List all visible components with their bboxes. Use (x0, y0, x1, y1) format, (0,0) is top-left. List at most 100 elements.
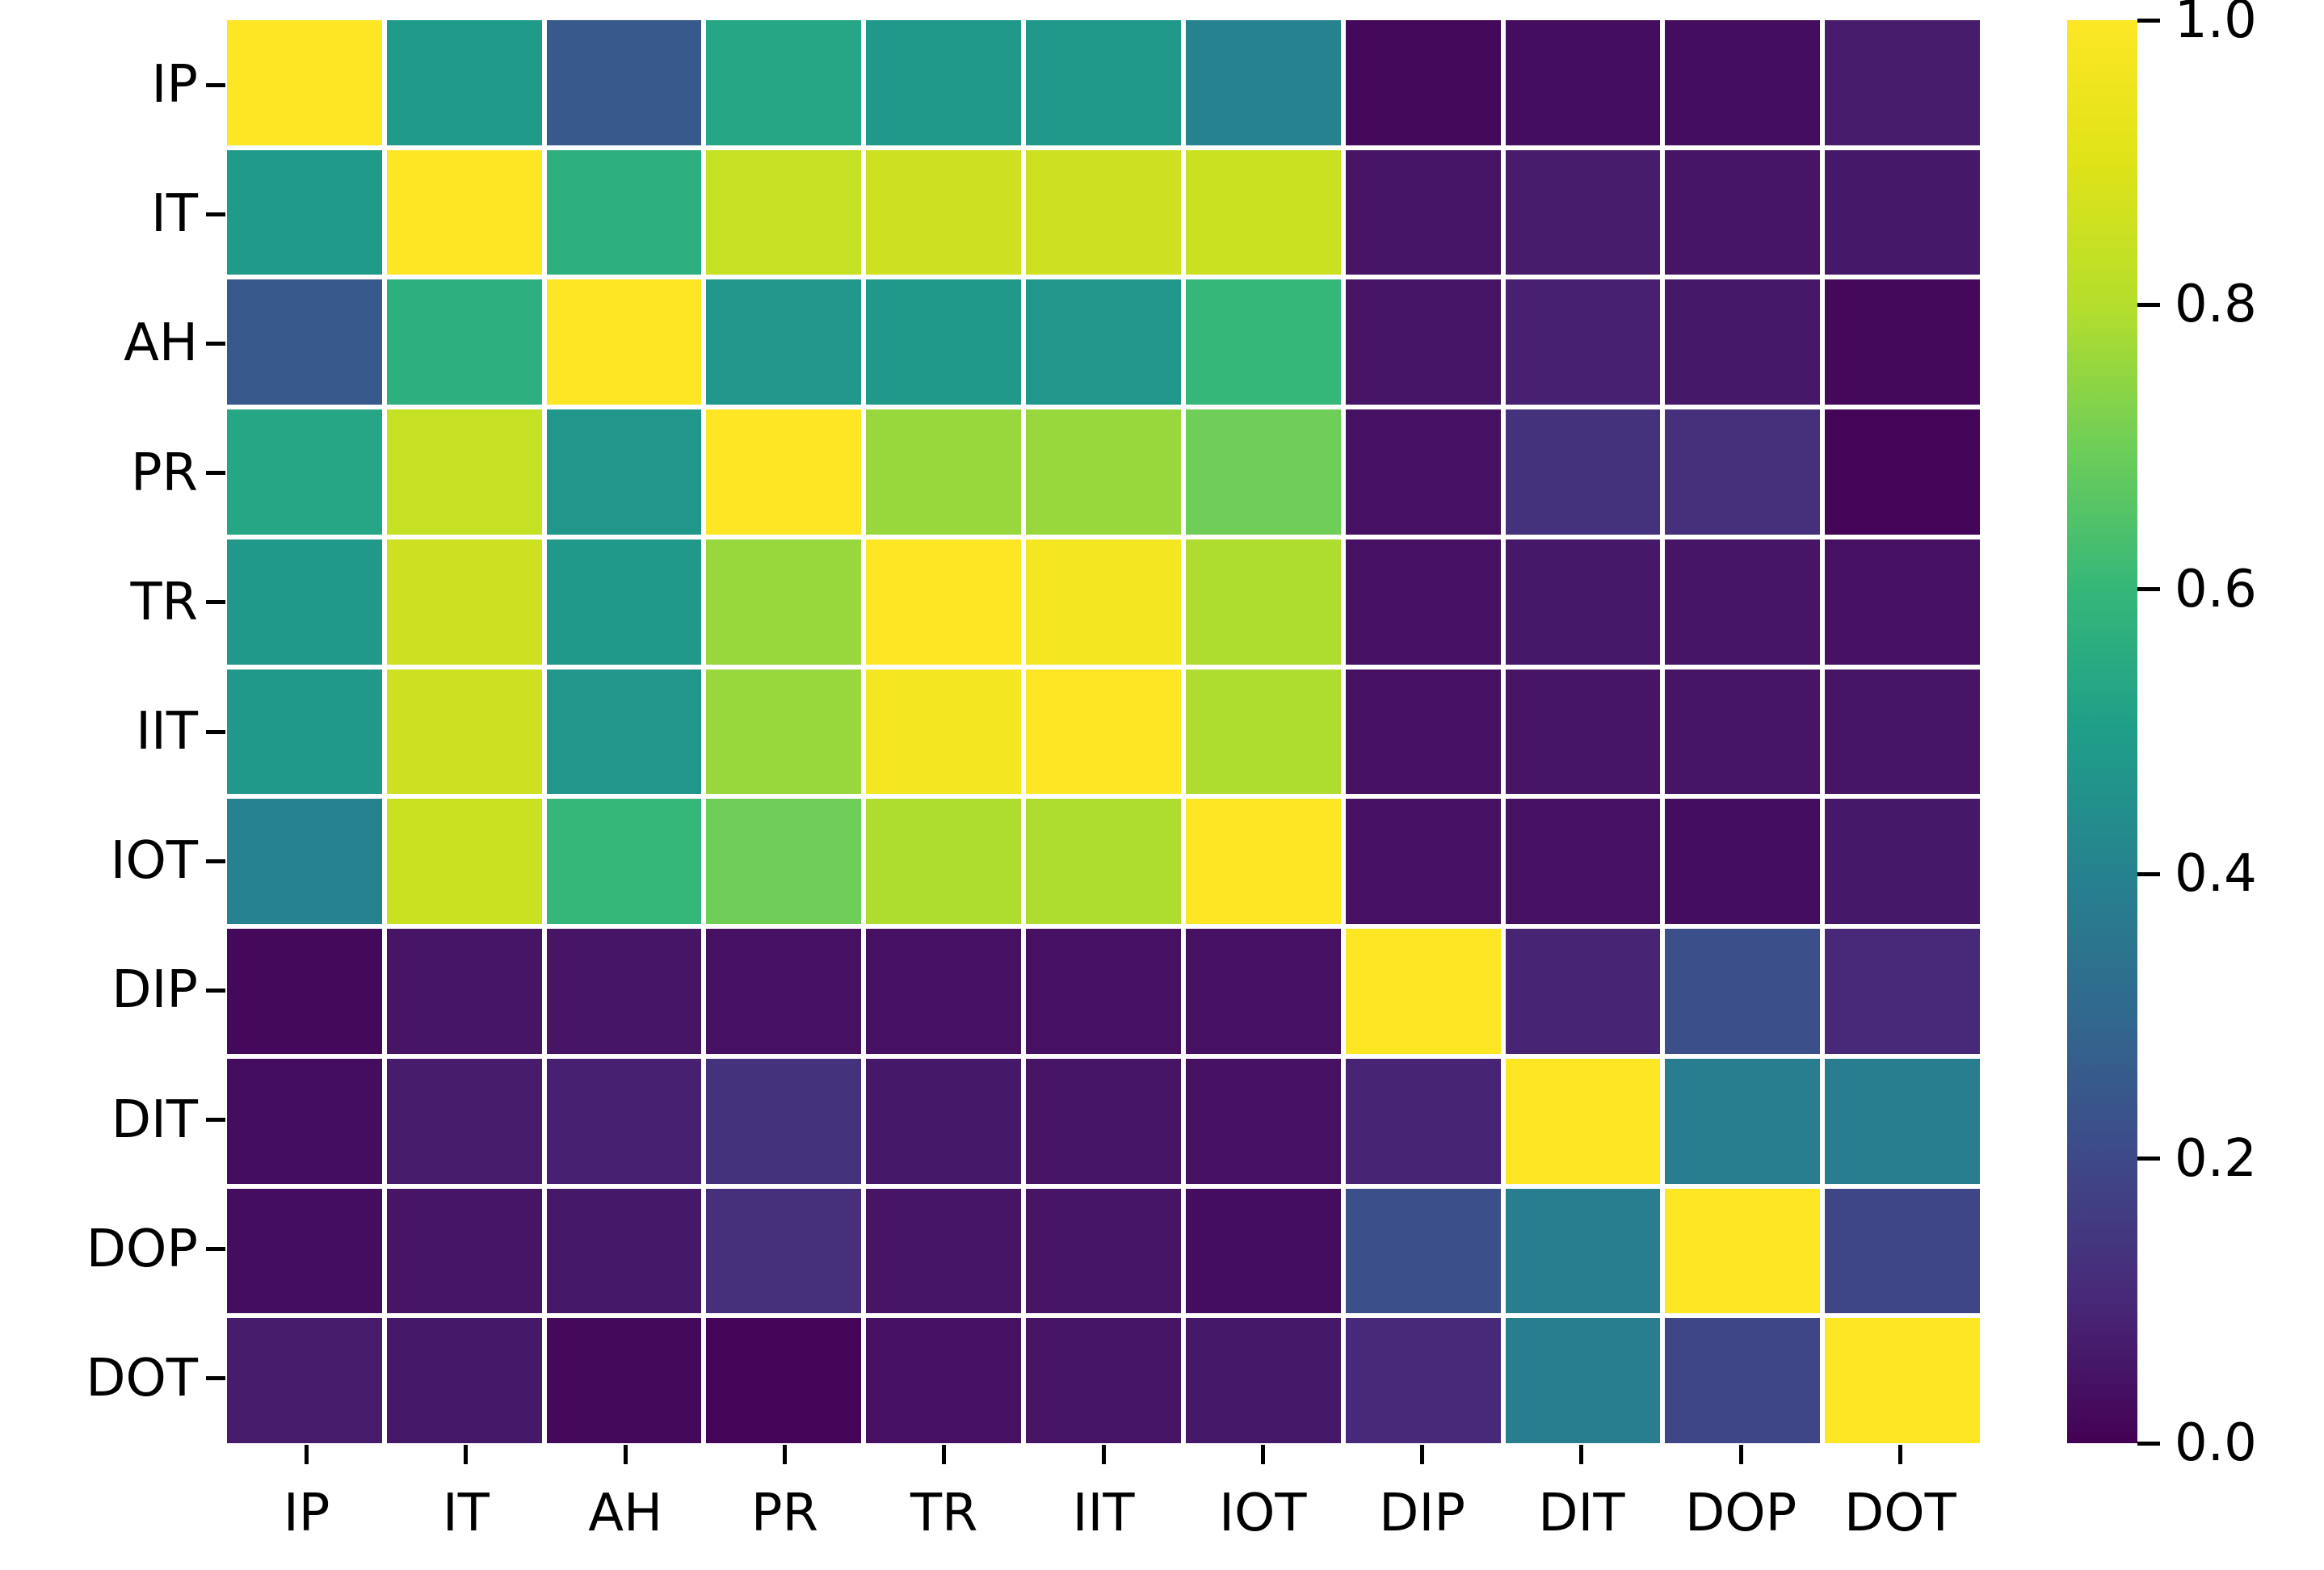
heatmap-cell-IT-DIP (1345, 149, 1501, 275)
heatmap-cell-IIT-DOP (1665, 669, 1821, 795)
y-tick-label-AH: AH (124, 313, 198, 374)
heatmap-cell-PR-TR (866, 409, 1022, 535)
colorbar-tick-label-0.8: 0.8 (2175, 275, 2257, 335)
heatmap-cell-DOT-PR (706, 1318, 862, 1443)
heatmap-cell-DIT-DIT (1505, 1058, 1661, 1184)
x-tick-label-IT: IT (442, 1484, 490, 1543)
heatmap-cell-AH-PR (706, 279, 862, 405)
heatmap-cell-DOT-DOT (1825, 1318, 1980, 1443)
x-tick-label-IOT: IOT (1219, 1484, 1307, 1543)
heatmap-cell-IIT-DIT (1505, 669, 1661, 795)
heatmap-cell-IOT-TR (866, 799, 1022, 925)
heatmap-cell-AH-IP (227, 279, 382, 405)
heatmap-cell-PR-PR (706, 409, 862, 535)
colorbar-tick-label-0.0: 0.0 (2175, 1413, 2257, 1473)
heatmap-cell-AH-IIT (1026, 279, 1181, 405)
colorbar-tick-mark-1.0 (2137, 18, 2160, 23)
heatmap-cell-IP-IIT (1026, 20, 1181, 145)
heatmap-cell-IIT-PR (706, 669, 862, 795)
x-tick-mark-IIT (1101, 1445, 1106, 1464)
heatmap-cell-DIT-IIT (1026, 1058, 1181, 1184)
heatmap-cell-DIT-DOT (1825, 1058, 1980, 1184)
heatmap-cell-DOT-IOT (1185, 1318, 1341, 1443)
heatmap-cell-DIT-PR (706, 1058, 862, 1184)
heatmap-cell-PR-DOT (1825, 409, 1980, 535)
colorbar-tick-mark-0.2 (2137, 1157, 2160, 1161)
heatmap-cell-IIT-DOT (1825, 669, 1980, 795)
colorbar-tick-label-0.4: 0.4 (2175, 844, 2257, 905)
x-tick-mark-DIT (1579, 1445, 1584, 1464)
y-tick-mark-DOT (206, 1376, 225, 1381)
heatmap-cell-IT-AH (546, 149, 702, 275)
x-tick-label-DOT: DOT (1843, 1484, 1956, 1543)
heatmap-cell-PR-AH (546, 409, 702, 535)
heatmap-cell-AH-AH (546, 279, 702, 405)
heatmap-cell-IP-DIT (1505, 20, 1661, 145)
heatmap-cell-DIT-TR (866, 1058, 1022, 1184)
heatmap-cell-DIT-DOP (1665, 1058, 1821, 1184)
heatmap-cell-DOP-DIP (1345, 1188, 1501, 1314)
heatmap-cell-DIP-DIP (1345, 929, 1501, 1054)
heatmap-cell-DOT-IIT (1026, 1318, 1181, 1443)
heatmap-cell-DIT-IP (227, 1058, 382, 1184)
x-tick-mark-DOT (1897, 1445, 1902, 1464)
heatmap-cell-IP-IT (386, 20, 542, 145)
x-tick-label-PR: PR (750, 1484, 818, 1543)
heatmap-cell-IP-AH (546, 20, 702, 145)
colorbar-tick-mark-0.8 (2137, 302, 2160, 307)
heatmap-cell-TR-IT (386, 539, 542, 665)
colorbar-tick-mark-0.4 (2137, 871, 2160, 876)
heatmap-cell-TR-IOT (1185, 539, 1341, 665)
x-tick-label-DIP: DIP (1379, 1484, 1465, 1543)
heatmap-cell-AH-DIP (1345, 279, 1501, 405)
heatmap-cell-TR-DIT (1505, 539, 1661, 665)
x-tick-mark-IT (464, 1445, 469, 1464)
heatmap-cell-TR-DOT (1825, 539, 1980, 665)
heatmap-cell-IOT-IOT (1185, 799, 1341, 925)
y-tick-mark-IP (206, 82, 225, 87)
heatmap-cell-AH-DIT (1505, 279, 1661, 405)
x-tick-label-TR: TR (910, 1484, 978, 1543)
heatmap-cell-TR-IIT (1026, 539, 1181, 665)
heatmap-cell-TR-IP (227, 539, 382, 665)
heatmap-cell-PR-IOT (1185, 409, 1341, 535)
heatmap-cell-AH-DOP (1665, 279, 1821, 405)
colorbar (2067, 20, 2137, 1443)
heatmap-cell-IIT-DIP (1345, 669, 1501, 795)
heatmap-cell-DOP-DIT (1505, 1188, 1661, 1314)
heatmap-cell-IT-DOP (1665, 149, 1821, 275)
heatmap-cell-DIP-IT (386, 929, 542, 1054)
y-tick-label-TR: TR (130, 572, 198, 632)
heatmap-cell-DIP-DIT (1505, 929, 1661, 1054)
y-tick-label-IT: IT (151, 184, 198, 245)
y-tick-label-DIT: DIT (111, 1089, 198, 1150)
y-tick-label-PR: PR (130, 443, 198, 503)
x-tick-mark-IP (305, 1445, 309, 1464)
heatmap-cell-DIT-IT (386, 1058, 542, 1184)
y-tick-mark-AH (206, 341, 225, 346)
heatmap-cell-PR-DOP (1665, 409, 1821, 535)
colorbar-tick-mark-0.6 (2137, 587, 2160, 592)
heatmap-cell-IT-DIT (1505, 149, 1661, 275)
heatmap-cell-IP-DOT (1825, 20, 1980, 145)
colorbar-tick-label-0.2: 0.2 (2175, 1128, 2257, 1189)
x-tick-label-DIT: DIT (1538, 1484, 1625, 1543)
heatmap-cell-IP-DIP (1345, 20, 1501, 145)
heatmap-cell-IOT-DIT (1505, 799, 1661, 925)
heatmap-cell-TR-AH (546, 539, 702, 665)
x-tick-mark-DIP (1420, 1445, 1425, 1464)
y-tick-label-DOP: DOP (86, 1219, 198, 1279)
heatmap-cell-DOP-IT (386, 1188, 542, 1314)
heatmap-cell-DOT-AH (546, 1318, 702, 1443)
x-tick-label-DOP: DOP (1684, 1484, 1797, 1543)
heatmap-cell-AH-IOT (1185, 279, 1341, 405)
y-tick-mark-PR (206, 471, 225, 476)
y-tick-mark-DIT (206, 1118, 225, 1123)
heatmap-cell-IOT-IP (227, 799, 382, 925)
heatmap-cell-DOP-DOP (1665, 1188, 1821, 1314)
heatmap-cell-DOT-DIT (1505, 1318, 1661, 1443)
heatmap-cell-IOT-DIP (1345, 799, 1501, 925)
heatmap-cell-TR-DIP (1345, 539, 1501, 665)
y-tick-label-IIT: IIT (136, 702, 198, 762)
heatmap-cell-IT-DOT (1825, 149, 1980, 275)
